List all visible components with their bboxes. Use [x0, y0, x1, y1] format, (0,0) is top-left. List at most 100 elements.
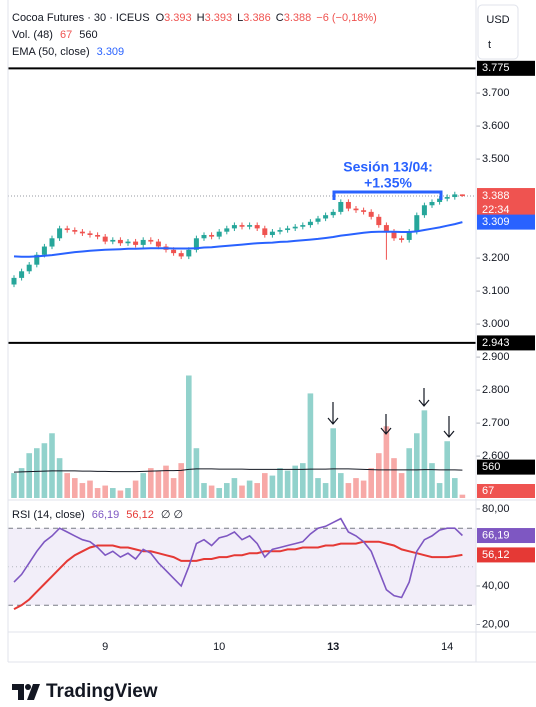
volume-bar: [193, 448, 200, 498]
volume-bar: [353, 478, 359, 498]
candle-body: [79, 231, 85, 234]
volume-bar: [300, 463, 306, 498]
volume-bar: [18, 468, 25, 498]
candle-body: [95, 234, 101, 237]
annotation-line2: +1.35%: [364, 175, 412, 191]
last-price-label: 3.388: [482, 190, 510, 202]
candle-body: [254, 225, 260, 229]
volume-bar: [436, 483, 443, 498]
candle-body: [330, 211, 336, 216]
currency-box[interactable]: [477, 4, 519, 60]
low: 3.386: [243, 12, 271, 24]
volume-bar: [246, 480, 253, 498]
y-tick-label: 3.600: [482, 120, 510, 132]
candle-body: [345, 201, 351, 209]
volume-bar: [178, 463, 184, 498]
y-tick-label: 3.200: [482, 252, 510, 264]
volume-ma-line: [13, 468, 463, 473]
candle-body: [224, 228, 230, 232]
volume-bar: [87, 480, 93, 498]
candle-body: [421, 205, 427, 216]
volume-bar: [345, 483, 352, 498]
volume-ma-last: 560: [79, 29, 97, 41]
x-tick-label: 10: [213, 641, 225, 653]
volume-bar: [421, 410, 428, 498]
candle-body: [34, 254, 40, 265]
rsi-legend: RSI (14, close) 66,19 56,12 ∅ ∅: [12, 509, 183, 521]
candle-body: [353, 208, 359, 211]
candle-body: [57, 228, 63, 239]
volume-bar: [284, 470, 291, 498]
volume-bar: [140, 473, 146, 498]
y-tick-label: 3.700: [482, 87, 510, 99]
volume-legend: Vol. (48) 67 560: [12, 29, 98, 41]
rsi-tick-label: 80,00: [482, 503, 510, 515]
candle-body: [117, 239, 123, 244]
candle-body: [11, 277, 17, 285]
volume-bar: [254, 483, 260, 498]
volume-bar: [269, 475, 276, 498]
ema-last-label: 3.309: [482, 216, 510, 228]
volume-bar: [110, 488, 116, 498]
x-tick-label: 9: [102, 641, 108, 653]
volume-bar: [216, 488, 222, 498]
candle-body: [429, 201, 435, 206]
candle-body: [414, 215, 420, 232]
ema-line: [13, 221, 463, 258]
volume-bar: [186, 375, 192, 498]
volume-bar: [208, 485, 215, 498]
ema-last-label-box: [477, 214, 535, 230]
volume-arrows: [327, 388, 455, 438]
candle-body: [300, 225, 306, 227]
volume-bar: [315, 478, 321, 498]
rsi-last-label-box: [477, 528, 535, 544]
o-label: O: [156, 12, 165, 24]
volume-bar: [330, 428, 336, 498]
volume-bar: [368, 468, 374, 498]
candle-body: [133, 241, 139, 245]
volume-bar: [277, 468, 283, 498]
h-label: H: [197, 12, 205, 24]
y-tick-label: 3.000: [482, 318, 510, 330]
annotation: Sesión 13/04: +1.35%: [332, 159, 443, 200]
volume-bar: [262, 473, 268, 498]
volume-bar: [391, 458, 397, 498]
c-label: C: [276, 12, 284, 24]
y-tick-label: 2.600: [482, 450, 510, 462]
currency-sub[interactable]: t: [488, 39, 491, 51]
candle-body: [87, 233, 93, 235]
volume-bar: [26, 453, 32, 498]
arrow: [380, 414, 392, 435]
volume-bar: [224, 483, 230, 498]
volume-bar: [155, 470, 162, 498]
candle-body: [247, 225, 253, 227]
volume-bar: [102, 485, 108, 498]
arrow: [327, 402, 339, 425]
volume-bar: [292, 465, 298, 498]
candle-body: [383, 225, 389, 232]
volume-bar: [383, 426, 390, 498]
ema-legend: EMA (50, close) 3.309: [12, 46, 124, 58]
logo-mark: [12, 684, 24, 700]
volume-bar: [117, 490, 124, 498]
volume-bar: [201, 483, 207, 498]
volume-bar: [360, 480, 367, 498]
candle-body: [376, 216, 382, 226]
rsi-line: [13, 517, 463, 599]
candle-body: [277, 230, 283, 232]
currency[interactable]: USD: [486, 14, 509, 26]
candle-body: [72, 230, 78, 232]
candle-body: [391, 231, 397, 239]
x-tick-label: 14: [441, 641, 453, 653]
candle-body: [338, 201, 344, 212]
candle-body: [459, 194, 465, 197]
candle-body: [269, 231, 275, 235]
volume-bar: [132, 480, 139, 498]
candle-body: [186, 249, 192, 257]
change: −6 (−0,18%): [316, 12, 377, 24]
candle-body: [193, 238, 199, 250]
volume-bar: [459, 494, 466, 498]
layers: 3.700 3.600 3.500 3.200 3.100 3.000 2.900 2.800…: [8, 60, 535, 653]
volume-bar: [163, 465, 169, 498]
close: 3.388: [284, 12, 312, 24]
